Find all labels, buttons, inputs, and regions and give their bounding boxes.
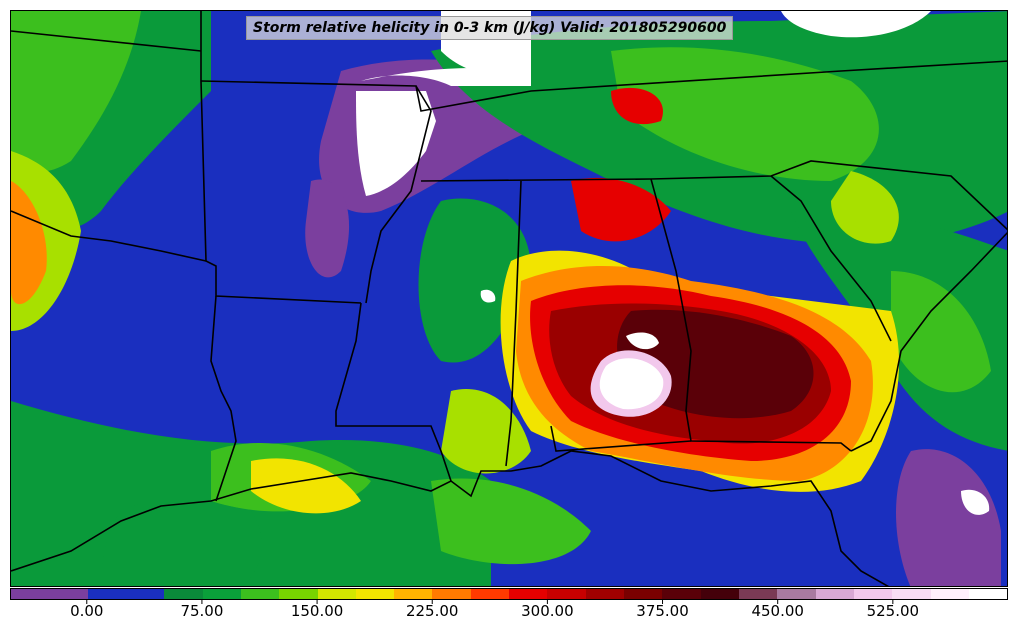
colorbar-segment <box>164 589 203 599</box>
colorbar-segment <box>509 589 548 599</box>
colorbar-tick-label: 150.00 <box>290 602 344 620</box>
colorbar-segment <box>202 589 241 599</box>
colorbar-segment <box>815 589 854 599</box>
colorbar-segment <box>547 589 586 599</box>
colorbar-segment <box>777 589 816 599</box>
colorbar-segment <box>317 589 356 599</box>
colorbar-segment <box>930 589 969 599</box>
helicity-field <box>11 11 1007 586</box>
colorbar-segment <box>700 589 739 599</box>
colorbar-tick-label: 75.00 <box>180 602 224 620</box>
colorbar-tick-label: 450.00 <box>751 602 804 620</box>
colorbar-ticks <box>86 600 894 604</box>
colorbar-segment <box>49 589 88 599</box>
colorbar-segment <box>662 589 701 599</box>
colorbar-segment <box>355 589 395 599</box>
colorbar-segment <box>470 589 510 599</box>
colorbar-tick-label: 525.00 <box>866 602 920 620</box>
colorbar-segment <box>432 589 471 599</box>
colorbar-segment <box>279 589 318 599</box>
colorbar-tick-label: 0.00 <box>70 602 104 620</box>
colorbar-segment <box>125 589 165 599</box>
colorbar-segment <box>624 589 663 599</box>
colorbar-segment <box>585 589 624 599</box>
colorbar <box>10 588 1008 600</box>
colorbar-segment <box>892 589 931 599</box>
map-title: Storm relative helicity in 0-3 km (J/kg)… <box>246 16 734 40</box>
colorbar-tick-label: 300.00 <box>521 602 574 620</box>
colorbar-segment <box>240 589 280 599</box>
colorbar-segment <box>853 589 893 599</box>
colorbar-tick-label: 375.00 <box>636 602 689 620</box>
colorbar-segment <box>11 589 50 599</box>
colorbar-segment <box>968 589 1008 599</box>
colorbar-segment <box>87 589 126 599</box>
colorbar-labels: 0.00 75.00 150.00 225.00 300.00 375.00 450.00 5… <box>0 602 1018 626</box>
helicity-map <box>10 10 1008 587</box>
colorbar-segment <box>394 589 433 599</box>
colorbar-segment <box>738 589 778 599</box>
colorbar-tick-label: 225.00 <box>405 602 459 620</box>
